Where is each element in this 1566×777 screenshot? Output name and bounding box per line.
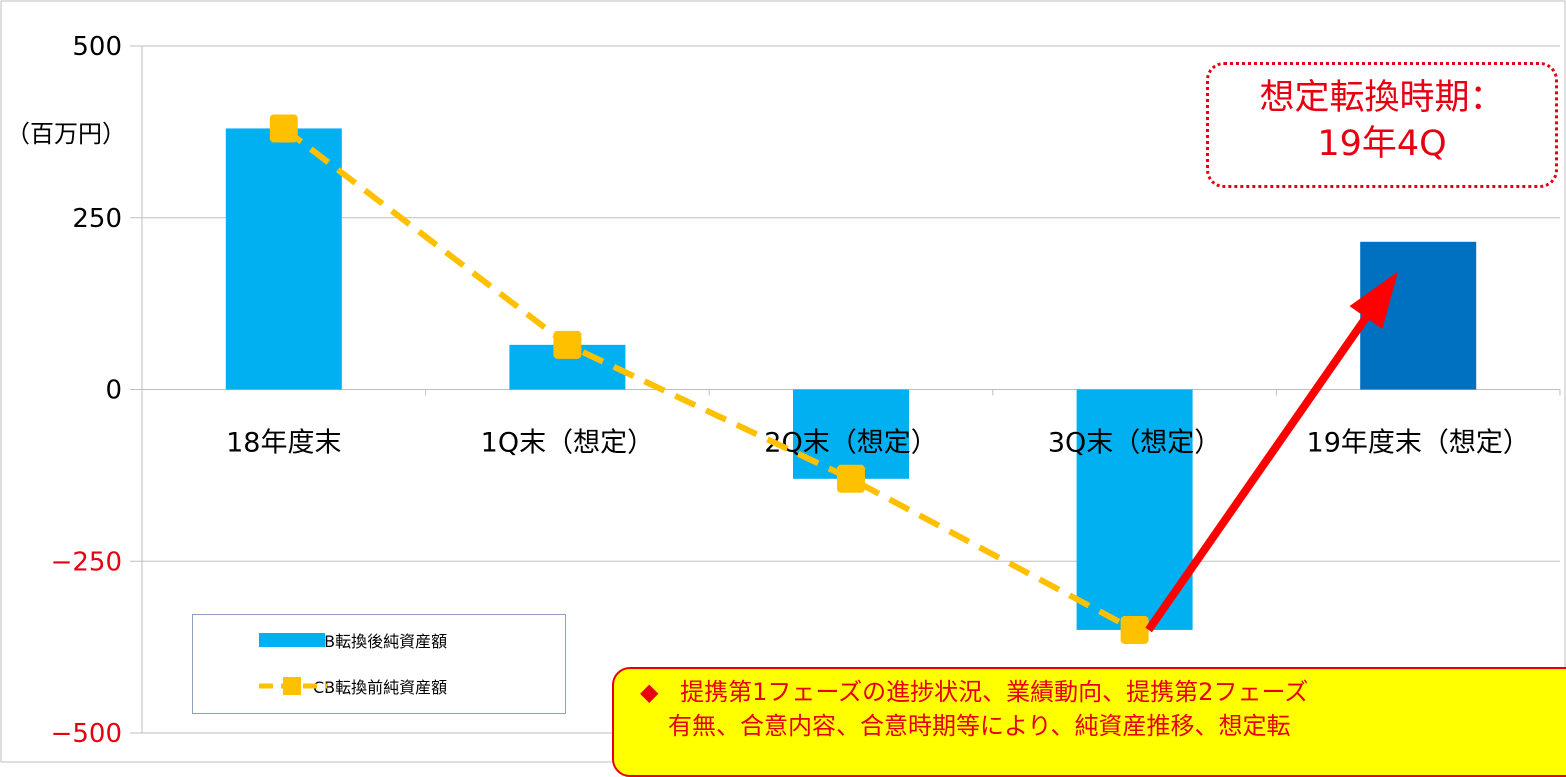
arrow-head bbox=[1349, 271, 1398, 329]
legend-swatch-line bbox=[207, 671, 327, 701]
note-line1-row: ◆ 提携第1フェーズの進捗状況、業績動向、提携第2フェーズ bbox=[640, 675, 1566, 709]
y-tick-label-2: 0 bbox=[105, 376, 122, 406]
arrow-shaft bbox=[1145, 277, 1396, 633]
legend-label-line: CB転換前純資産額 bbox=[313, 678, 448, 697]
x-tick-label-4: 19年度末（想定） bbox=[1307, 428, 1530, 459]
y-tick-label-3: −250 bbox=[51, 547, 122, 577]
conversion-callout: 想定転換時期： 19年4Q bbox=[1206, 62, 1558, 188]
series-line bbox=[281, 126, 1137, 633]
line-point-3 bbox=[1120, 615, 1149, 644]
x-tick-label-2: 2Q末（想定） bbox=[764, 428, 937, 459]
legend-label-bar: CB転換後純資産額 bbox=[313, 632, 448, 651]
note-box: ◆ 提携第1フェーズの進捗状況、業績動向、提携第2フェーズ 有無、合意内容、合意… bbox=[612, 667, 1566, 777]
y-tick-label-0: 500 bbox=[72, 32, 122, 62]
unit-label: （百万円） bbox=[6, 120, 126, 148]
note-line2: 有無、合意内容、合意時期等により、純資産推移、想定転 bbox=[668, 712, 1291, 740]
note-bullet: ◆ bbox=[640, 678, 659, 706]
line-point-1 bbox=[553, 330, 582, 359]
legend-item-bar: CB転換後純資産額 bbox=[193, 625, 447, 655]
note-line1: 提携第1フェーズの進捗状況、業績動向、提携第2フェーズ bbox=[680, 678, 1309, 706]
legend: CB転換後純資産額 CB転換前純資産額 bbox=[192, 614, 566, 714]
callout-line2: 19年4Q bbox=[1317, 124, 1447, 164]
x-tick-label-1: 1Q末（想定） bbox=[481, 428, 654, 459]
legend-swatch-bar bbox=[207, 625, 325, 655]
legend-item-line: CB転換前純資産額 bbox=[193, 671, 447, 701]
line-point-0 bbox=[269, 114, 298, 143]
y-tick-label-4: −500 bbox=[51, 719, 122, 749]
x-tick-label-3: 3Q末（想定） bbox=[1048, 428, 1221, 459]
x-tick-label-0: 18年度末 bbox=[226, 428, 341, 459]
bar-0 bbox=[225, 128, 342, 390]
bar-2 bbox=[793, 389, 909, 479]
callout-line1: 想定転換時期： bbox=[1259, 78, 1505, 118]
line-point-2 bbox=[837, 464, 865, 493]
y-tick-label-1: 250 bbox=[72, 204, 122, 234]
